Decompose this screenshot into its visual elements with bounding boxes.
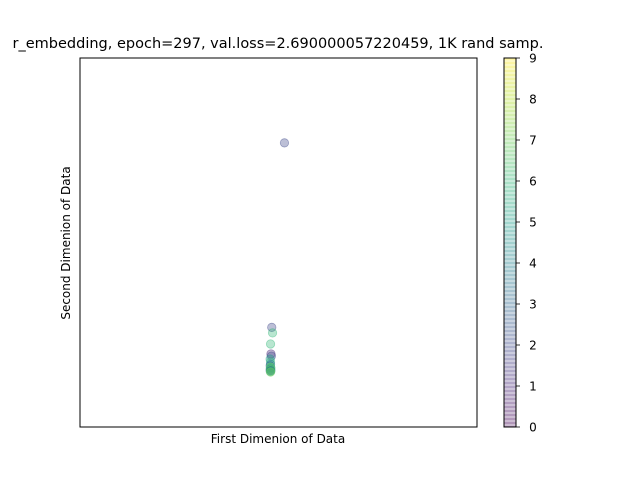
scatter-point-9 — [265, 361, 275, 371]
scatter-point-6 — [265, 354, 275, 364]
scatter-point-12 — [265, 364, 275, 374]
colorbar-tick-label-6: 6 — [529, 175, 537, 189]
scatter-point-1 — [267, 322, 277, 332]
scatter-point-7 — [265, 357, 276, 367]
scatter-point-3 — [265, 339, 276, 349]
colorbar-tick-label-8: 8 — [529, 93, 537, 107]
scatter-point-14 — [266, 365, 276, 376]
x-axis-label: First Dimenion of Data — [211, 432, 345, 446]
colorbar-ticks: 0 1 2 3 4 5 6 7 8 9 — [516, 52, 537, 435]
scatter-point-16 — [265, 367, 276, 377]
colorbar-tick-label-7: 7 — [529, 134, 537, 148]
scatter-point-8 — [265, 359, 276, 369]
colorbar-tick-label-2: 2 — [529, 339, 537, 353]
colorbar-tick-label-1: 1 — [529, 380, 537, 394]
scatter-point-13 — [265, 365, 276, 375]
colorbar-tick-label-4: 4 — [529, 257, 537, 271]
colorbar-tick-label-0: 0 — [529, 421, 537, 435]
scatter-point-10 — [265, 362, 276, 372]
scatter-point-17 — [265, 367, 276, 377]
scatter-point-11 — [266, 363, 276, 373]
plot-area — [79, 57, 478, 428]
scatter-point-5 — [266, 351, 276, 361]
scatter-point-4 — [266, 349, 276, 359]
colorbar-stripes — [504, 58, 516, 427]
colorbar-tick-label-9: 9 — [529, 52, 537, 66]
colorbar: 0 1 2 3 4 5 6 7 8 9 — [503, 52, 537, 435]
scatter-point-15 — [265, 366, 275, 376]
scatter-points — [265, 138, 290, 377]
scatter-point-2 — [267, 328, 278, 338]
colorbar-tick-label-3: 3 — [529, 298, 537, 312]
colorbar-frame — [503, 57, 517, 428]
scatter-point-0 — [279, 138, 290, 148]
colorbar-tick-label-5: 5 — [529, 216, 537, 230]
chart-title: r_embedding, epoch=297, val.loss=2.69000… — [13, 36, 544, 52]
y-axis-label: Second Dimenion of Data — [59, 166, 73, 319]
